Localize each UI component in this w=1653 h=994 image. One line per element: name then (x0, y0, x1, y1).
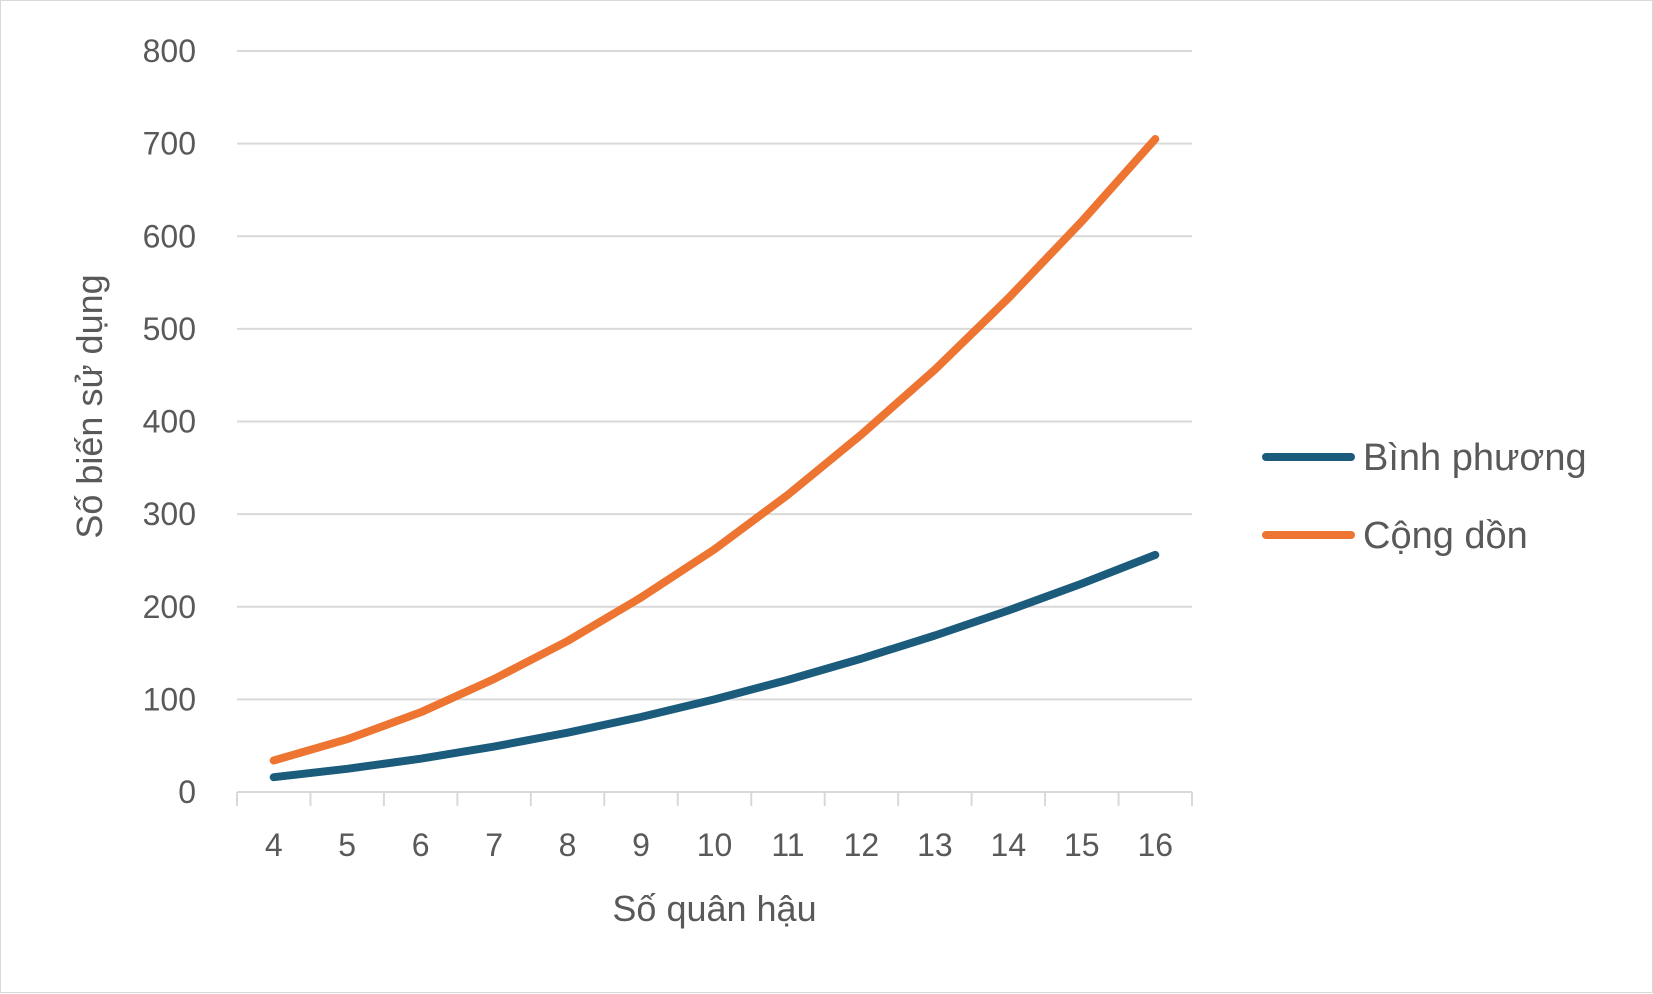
y-tick-label: 600 (143, 218, 196, 254)
x-tick-label: 12 (844, 827, 880, 863)
series-line-0 (269, 550, 1160, 782)
y-tick-label: 100 (143, 681, 196, 717)
x-tick-label: 5 (338, 827, 356, 863)
series-lines (269, 135, 1160, 782)
y-axis-title: Số biến sử dụng (69, 274, 110, 538)
y-tick-label: 200 (143, 589, 196, 625)
x-tick-label: 4 (265, 827, 283, 863)
x-tick-label: 11 (771, 827, 804, 863)
x-tick-label: 6 (412, 827, 430, 863)
x-tick-label: 14 (991, 827, 1027, 863)
x-tick-label: 9 (632, 827, 650, 863)
x-tick-label: 10 (697, 827, 733, 863)
y-tick-label: 800 (143, 33, 196, 69)
y-tick-label: 700 (143, 126, 196, 162)
series-line-1 (269, 135, 1160, 765)
legend-label: Cộng dồn (1363, 515, 1528, 557)
y-tick-label: 0 (178, 774, 196, 810)
x-tick-label: 7 (485, 827, 503, 863)
x-tick-label: 15 (1064, 827, 1100, 863)
legend-label: Bình phương (1363, 437, 1587, 479)
x-tick-label: 13 (917, 827, 953, 863)
gridlines (237, 50, 1192, 701)
x-axis-title: Số quân hậu (612, 888, 816, 929)
x-tick-label: 16 (1137, 827, 1173, 863)
y-tick-label: 400 (143, 404, 196, 440)
x-axis: 4 5 6 7 8 9 10 11 12 13 14 15 16 (236, 791, 1193, 863)
y-tick-label: 300 (143, 496, 196, 532)
y-tick-label: 500 (143, 311, 196, 347)
x-tick-label: 8 (559, 827, 577, 863)
y-axis: 0 100 200 300 400 500 600 700 800 (143, 33, 196, 810)
legend: Bình phương Cộng dồn (1262, 437, 1587, 557)
